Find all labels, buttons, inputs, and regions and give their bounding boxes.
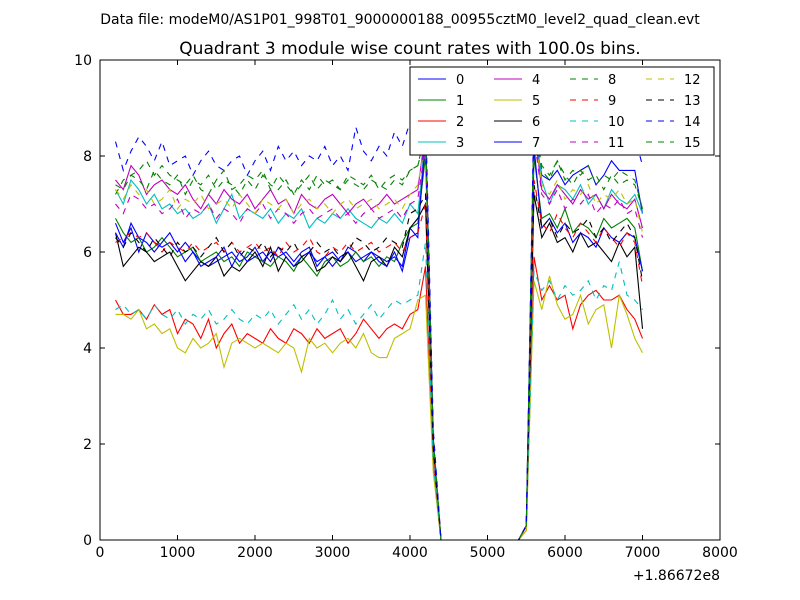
series-line-4 [115, 127, 644, 540]
series-line-9 [115, 179, 644, 540]
legend-label-11: 11 [608, 136, 625, 151]
y-tick-label: 10 [74, 53, 92, 69]
legend-label-0: 0 [456, 73, 464, 88]
legend-label-5: 5 [532, 94, 540, 109]
series-line-7 [115, 141, 644, 540]
x-tick-label: 2000 [237, 545, 273, 561]
legend-box [409, 66, 715, 156]
series-line-8 [115, 122, 644, 540]
series-line-1 [115, 155, 644, 540]
x-offset-label: +1.86672e8 [633, 568, 720, 584]
legend-label-8: 8 [608, 73, 616, 88]
x-tick-label: 4000 [392, 545, 428, 561]
legend-label-2: 2 [456, 115, 464, 130]
y-tick-label: 4 [83, 341, 92, 357]
suptitle: Data file: modeM0/AS1P01_998T01_90000001… [100, 12, 700, 28]
x-tick-label: 8000 [702, 545, 738, 561]
series-line-12 [115, 127, 644, 540]
series-line-13 [115, 184, 644, 540]
legend-label-15: 15 [684, 136, 701, 151]
legend-label-10: 10 [608, 115, 625, 130]
legend-label-14: 14 [684, 115, 701, 130]
series-line-14 [114, 103, 644, 540]
plot-frame [99, 59, 721, 541]
series-line-11 [115, 136, 644, 540]
y-tick-label: 0 [83, 533, 92, 549]
x-tick-label: 7000 [625, 545, 661, 561]
series-line-5 [115, 275, 643, 540]
y-tick-label: 6 [83, 245, 92, 261]
x-tick-label: 0 [96, 545, 105, 561]
legend-label-4: 4 [532, 73, 540, 88]
series-line-6 [114, 194, 644, 540]
legend-label-12: 12 [684, 73, 701, 88]
legend-label-9: 9 [608, 94, 616, 109]
x-tick-label: 1000 [160, 545, 196, 561]
y-tick-label: 8 [83, 149, 92, 165]
legend-label-3: 3 [456, 136, 464, 151]
chart-title: Quadrant 3 module wise count rates with … [179, 39, 640, 59]
legend-label-13: 13 [684, 94, 701, 109]
legend-label-6: 6 [532, 115, 540, 130]
x-tick-label: 5000 [470, 545, 506, 561]
y-tick-label: 2 [83, 437, 92, 453]
series-layer [114, 103, 644, 540]
legend-label-1: 1 [456, 94, 464, 109]
series-line-10 [115, 242, 643, 540]
x-tick-label: 3000 [315, 545, 351, 561]
legend-label-7: 7 [532, 136, 540, 151]
x-tick-label: 6000 [547, 545, 583, 561]
